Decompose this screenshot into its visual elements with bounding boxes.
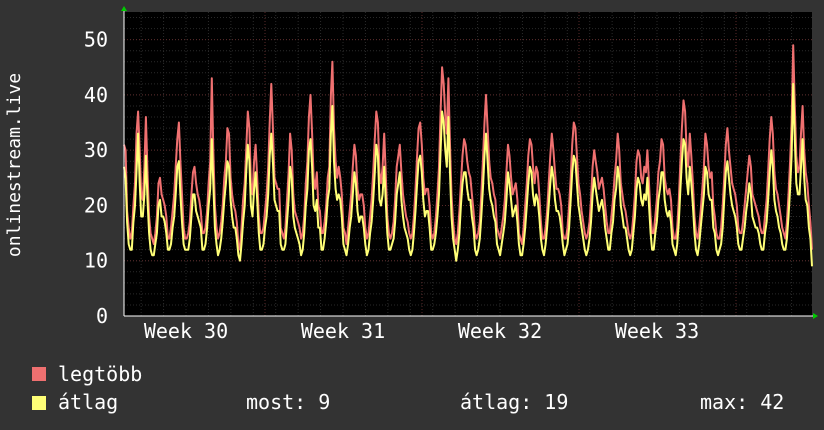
stat-max: max: 42 bbox=[700, 390, 785, 414]
stat-now: most: 9 bbox=[246, 390, 331, 414]
y-tick-label: 30 bbox=[84, 138, 108, 162]
x-tick-label: Week 30 bbox=[144, 319, 228, 343]
x-tick-label: Week 31 bbox=[301, 319, 385, 343]
x-tick-label: Week 33 bbox=[615, 319, 699, 343]
y-tick-label: 10 bbox=[84, 249, 108, 273]
y-axis-label: onlinestream.live bbox=[4, 73, 25, 257]
series-line-1 bbox=[123, 82, 813, 267]
y-axis-arrow bbox=[121, 6, 127, 11]
legend-swatch-max bbox=[32, 367, 46, 381]
x-tick-label: Week 32 bbox=[458, 319, 542, 343]
x-tick-labels: Week 30 Week 31 Week 32 Week 33 bbox=[144, 319, 699, 343]
legend-swatch-avg bbox=[32, 396, 46, 410]
x-axis-arrow bbox=[813, 313, 818, 319]
legend-label-avg: átlag bbox=[58, 390, 119, 414]
legend-label-max: legtöbb bbox=[58, 362, 143, 386]
axes bbox=[121, 6, 818, 319]
y-tick-label: 50 bbox=[84, 28, 108, 52]
y-tick-label: 40 bbox=[84, 83, 108, 107]
y-tick-labels: 0 10 20 30 40 50 bbox=[84, 28, 108, 328]
y-tick-label: 0 bbox=[96, 304, 108, 328]
series-group bbox=[123, 44, 813, 267]
series-line-0 bbox=[123, 44, 813, 251]
stat-avg: átlag: 19 bbox=[460, 390, 569, 414]
y-tick-label: 20 bbox=[84, 193, 108, 217]
